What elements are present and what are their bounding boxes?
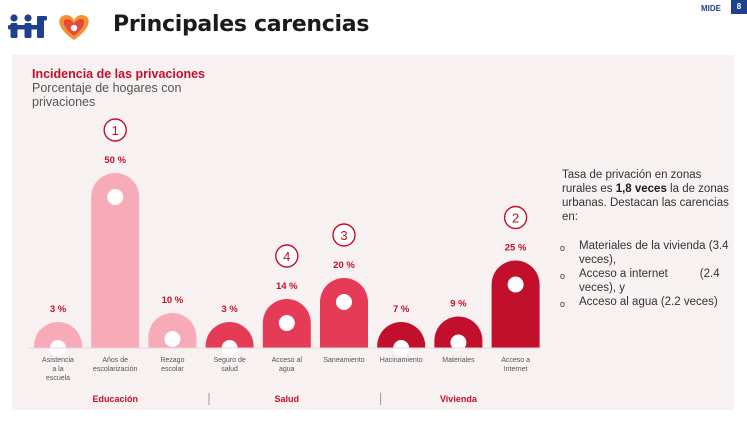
- data-label: 20 %: [333, 260, 355, 271]
- highlight-list: o Materiales de la vivienda (3.4 veces),…: [560, 239, 740, 309]
- list-item: o Materiales de la vivienda (3.4 veces),: [560, 239, 740, 267]
- bullet-marker: o: [560, 299, 566, 309]
- category-label: escuela: [46, 375, 70, 382]
- category-label: Acceso a: [501, 357, 530, 364]
- note-highlight: 1,8 veces: [615, 183, 667, 195]
- category-label: Rezago: [160, 357, 184, 364]
- data-label: 50 %: [104, 155, 126, 166]
- rank-marker: [275, 244, 299, 268]
- rank-marker: [103, 118, 127, 142]
- category-label: Hacinamiento: [380, 357, 423, 364]
- category-label: Saneamiento: [323, 357, 364, 364]
- bar: [434, 316, 483, 348]
- note-text-before: Tasa de privación en zonas rurales es: [562, 169, 702, 195]
- bar: [320, 278, 368, 348]
- page-title: Principales carencias: [113, 12, 370, 37]
- list-item: o Acceso al agua (2.2 veces): [560, 295, 740, 309]
- list-item: o Acceso a internet (2.4 veces), y: [560, 267, 740, 295]
- bar-knob: [107, 189, 124, 205]
- bullet-marker: o: [560, 271, 566, 281]
- data-label: 3 %: [50, 304, 67, 315]
- rank-marker-label: 1: [112, 123, 119, 138]
- group-label: Vivienda: [440, 394, 478, 404]
- category-label: Años de: [102, 357, 128, 364]
- rank-marker-label: 4: [283, 249, 290, 264]
- bar-knob: [450, 334, 467, 351]
- category-label: Seguro de: [213, 357, 245, 364]
- data-label: 9 %: [450, 299, 467, 310]
- bar: [34, 322, 82, 348]
- bar-knob: [278, 315, 295, 331]
- chart-subtitle: Porcentaje de hogares con privaciones: [32, 81, 182, 109]
- category-label: Acceso al: [272, 357, 303, 364]
- data-label: 25 %: [505, 243, 527, 254]
- bar-knob: [336, 294, 352, 310]
- category-label: agua: [279, 366, 295, 373]
- institution-logo: [8, 14, 89, 40]
- data-label: 10 %: [162, 295, 184, 306]
- page-number-badge: 8: [731, 0, 747, 14]
- bar-knob: [164, 331, 181, 347]
- bar-knob: [507, 276, 524, 293]
- list-item-text: Materiales de la vivienda (3.4 veces),: [579, 240, 729, 266]
- rank-marker: [332, 223, 356, 247]
- category-label: Asistencia: [42, 357, 74, 364]
- list-item-text: Acceso a internet (2.4 veces), y: [579, 268, 723, 294]
- category-label: escolar: [161, 366, 184, 373]
- group-label: Salud: [275, 394, 300, 404]
- data-label: 7 %: [393, 304, 410, 315]
- category-label: Internet: [504, 366, 528, 373]
- chart-title: Incidencia de las privaciones: [32, 67, 205, 81]
- group-label: Educación: [92, 394, 138, 404]
- rank-marker-label: 3: [340, 228, 347, 243]
- bar: [491, 260, 540, 348]
- list-item-text: Acceso al agua (2.2 veces): [579, 296, 718, 308]
- bar: [91, 173, 140, 348]
- category-label: salud: [221, 366, 238, 373]
- category-label: escolarización: [93, 366, 137, 373]
- privations-bar-chart: 3 % Asistencia a la escuela 50 % Años de escol…: [28, 118, 540, 405]
- note-text-after: la de zonas urbanas. Destacan las carenc…: [562, 183, 729, 223]
- bar: [205, 322, 254, 348]
- rural-urban-note: Tasa de privación en zonas rurales es 1,…: [562, 168, 732, 224]
- bullet-marker: o: [560, 243, 566, 253]
- bar: [148, 313, 197, 348]
- brand-label: MIDE: [701, 4, 721, 13]
- data-label: 3 %: [221, 304, 238, 315]
- data-label: 14 %: [276, 281, 298, 292]
- rank-marker-label: 2: [512, 211, 519, 226]
- rank-marker: [503, 205, 528, 230]
- bar: [377, 322, 426, 348]
- category-label: Materiales: [442, 357, 475, 364]
- category-label: a la: [52, 366, 63, 373]
